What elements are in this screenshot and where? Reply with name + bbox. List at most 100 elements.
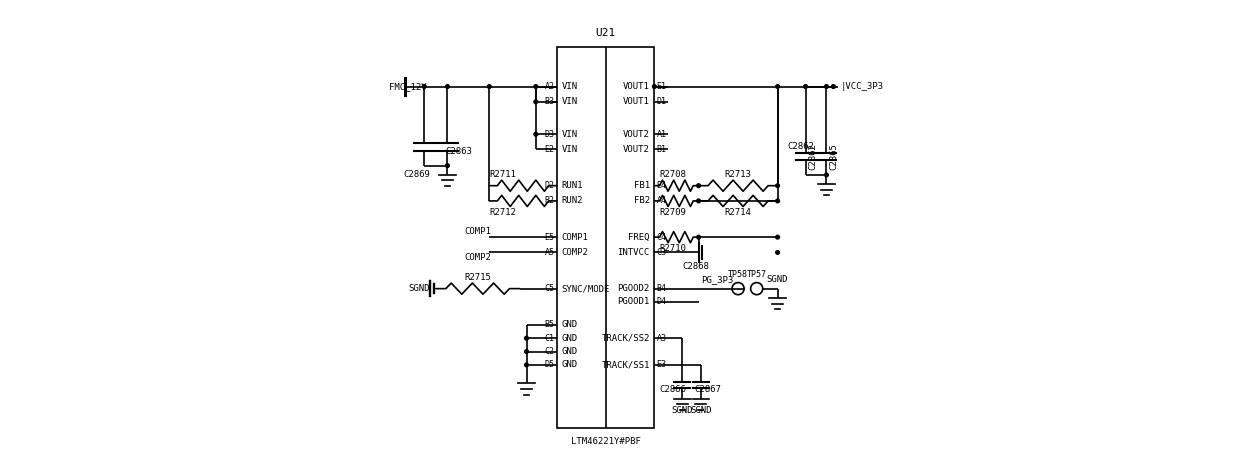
Text: E2: E2 [544, 145, 554, 154]
Text: E3: E3 [657, 360, 667, 369]
Circle shape [776, 184, 779, 187]
Text: VOUT2: VOUT2 [623, 130, 649, 139]
Text: RUN2: RUN2 [561, 196, 582, 206]
Circle shape [524, 336, 528, 340]
Circle shape [653, 85, 657, 88]
Text: SGND: SGND [672, 406, 693, 415]
Circle shape [524, 350, 528, 353]
Circle shape [446, 85, 450, 88]
Text: PGOOD2: PGOOD2 [617, 284, 649, 293]
Text: FB1: FB1 [633, 181, 649, 190]
Text: C3: C3 [657, 248, 667, 257]
Text: E4: E4 [657, 181, 667, 190]
Text: A1: A1 [657, 130, 667, 139]
Text: TP58: TP58 [729, 270, 748, 279]
Text: C2865: C2865 [829, 143, 838, 170]
Text: C2869: C2869 [404, 170, 431, 179]
Text: D5: D5 [544, 360, 554, 369]
Text: D3: D3 [544, 130, 554, 139]
Text: SGND: SGND [690, 406, 711, 415]
Text: U21: U21 [596, 27, 616, 38]
Text: PG_3P3: PG_3P3 [701, 275, 733, 284]
Text: D1: D1 [657, 97, 667, 106]
Text: VIN: VIN [561, 97, 577, 106]
Text: FREQ: FREQ [628, 232, 649, 242]
Text: SYNC/MODE: SYNC/MODE [561, 284, 610, 293]
Text: COMP2: COMP2 [561, 248, 589, 257]
Text: SGND: SGND [409, 284, 430, 293]
Text: C2862: C2862 [808, 143, 817, 170]
Text: INTVCC: INTVCC [617, 248, 649, 257]
Text: GND: GND [561, 347, 577, 356]
Text: VIN: VIN [561, 82, 577, 91]
Circle shape [696, 184, 700, 187]
Circle shape [776, 85, 779, 88]
Circle shape [776, 235, 779, 239]
Text: LTM46221Y#PBF: LTM46221Y#PBF [571, 437, 641, 446]
Text: C2863: C2863 [446, 147, 472, 156]
Circle shape [534, 100, 538, 104]
Text: A2: A2 [544, 82, 554, 91]
Text: VIN: VIN [561, 130, 577, 139]
Circle shape [825, 173, 829, 177]
Text: COMP2: COMP2 [465, 253, 491, 262]
Text: RUN1: RUN1 [561, 181, 582, 190]
Circle shape [825, 85, 829, 88]
Text: A3: A3 [657, 334, 667, 343]
Text: C2866: C2866 [659, 385, 686, 394]
Text: VIN: VIN [561, 145, 577, 154]
Text: |VCC_3P3: |VCC_3P3 [840, 82, 883, 91]
Text: A4: A4 [657, 196, 667, 206]
Text: COMP1: COMP1 [561, 232, 589, 242]
Text: VOUT2: VOUT2 [623, 145, 649, 154]
Text: GND: GND [561, 360, 577, 369]
Text: B2: B2 [544, 196, 554, 206]
Text: TRACK/SS2: TRACK/SS2 [601, 334, 649, 343]
Text: E5: E5 [544, 232, 554, 242]
Text: VOUT1: VOUT1 [623, 82, 649, 91]
Text: R2712: R2712 [489, 208, 517, 217]
Circle shape [422, 85, 426, 88]
Circle shape [534, 85, 538, 88]
Circle shape [696, 199, 700, 203]
Text: R2708: R2708 [659, 170, 686, 179]
Text: R2709: R2709 [659, 208, 686, 217]
Text: B3: B3 [544, 97, 554, 106]
Circle shape [534, 133, 538, 136]
Text: B5: B5 [544, 320, 554, 329]
Text: D2: D2 [544, 181, 554, 190]
Text: R2715: R2715 [465, 272, 491, 281]
Text: R2710: R2710 [659, 244, 686, 253]
Text: A5: A5 [544, 248, 554, 257]
Text: E1: E1 [657, 82, 667, 91]
Text: COMP1: COMP1 [465, 227, 491, 236]
Circle shape [831, 85, 835, 88]
Text: TRACK/SS1: TRACK/SS1 [601, 360, 649, 369]
Text: C2: C2 [544, 347, 554, 356]
Text: B1: B1 [657, 145, 667, 154]
Text: FB2: FB2 [633, 196, 649, 206]
Text: PGOOD1: PGOOD1 [617, 298, 649, 306]
Text: R2711: R2711 [489, 170, 517, 179]
Text: TP57: TP57 [747, 270, 767, 279]
Circle shape [524, 363, 528, 367]
Text: R2713: R2713 [725, 170, 752, 179]
Text: C2867: C2867 [694, 385, 721, 394]
Text: VOUT1: VOUT1 [623, 97, 649, 106]
Circle shape [696, 235, 700, 239]
Text: B4: B4 [657, 284, 667, 293]
Circle shape [487, 85, 491, 88]
Circle shape [776, 199, 779, 203]
Text: R2714: R2714 [725, 208, 752, 217]
Text: C2862: C2862 [788, 142, 814, 152]
Text: C4: C4 [657, 232, 667, 242]
Text: D4: D4 [657, 298, 667, 306]
Text: C1: C1 [544, 334, 554, 343]
Circle shape [804, 85, 808, 88]
Text: FMC_12V: FMC_12V [389, 82, 427, 91]
Text: GND: GND [561, 320, 577, 329]
Text: SGND: SGND [767, 275, 788, 284]
Text: GND: GND [561, 334, 577, 343]
Text: C5: C5 [544, 284, 554, 293]
Bar [556, 46, 654, 428]
